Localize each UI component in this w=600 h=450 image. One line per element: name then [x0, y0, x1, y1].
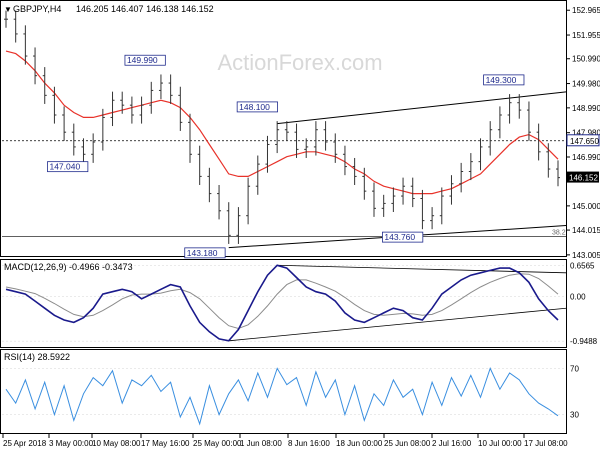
x-tick-label: 3 May 00:00: [49, 439, 94, 448]
x-tick-label: 25 May 00:00: [193, 439, 242, 448]
level-annotation: 149.990: [127, 55, 158, 65]
level-annotation-box: [184, 247, 226, 259]
y-tick-label: 144.015: [572, 226, 600, 235]
y-tick-label: 151.955: [572, 31, 600, 40]
level-annotation: 147.040: [49, 162, 80, 172]
rsi-line: [5, 367, 559, 426]
x-tick-label: 2 Jul 16:00: [432, 439, 472, 448]
level-annotation-box: [483, 74, 525, 86]
rsi-title: RSI(14) 28.5922: [4, 352, 70, 362]
last-price-label: 146.152: [569, 174, 598, 183]
level-annotation-box: [47, 161, 89, 173]
y-tick-label: 152.965: [572, 6, 600, 15]
macd-panel-frame: [0, 259, 567, 348]
macd-title: MACD(12,26,9) -0.4966 -0.3473: [4, 262, 133, 272]
y-tick-label: 148.990: [572, 104, 600, 113]
rsi-layer: [5, 367, 559, 426]
y-tick-label: 146.990: [572, 153, 600, 162]
level-annotation: 143.180: [187, 248, 218, 258]
rsi-y-tick-label: 70: [570, 364, 579, 373]
x-tick-label: 17 Jul 08:00: [524, 439, 568, 448]
x-tick-label: 17 May 16:00: [141, 439, 190, 448]
level-annotation: 143.760: [384, 232, 415, 242]
fib-label: 38.2: [552, 230, 566, 237]
y-tick-label: 149.980: [572, 80, 600, 89]
chart-symbol: GBPJPY,H4: [13, 4, 61, 14]
y-tick-label: 145.000: [572, 202, 600, 211]
level-annotation: 148.100: [239, 102, 270, 112]
macd-y-tick-label: 0.6565: [570, 261, 595, 270]
level-annotation: 149.300: [486, 75, 517, 85]
macd-y-tick-label: -0.9488: [570, 337, 598, 346]
label-layer: 147.650 38.2 149.990 147.040 148.100 143.180 1…: [47, 54, 600, 259]
y-tick-label: 143.005: [572, 251, 600, 260]
chart-ohlc: 146.205 146.407 146.138 146.152: [76, 4, 214, 14]
x-tick-label: 25 Apr 2018: [3, 439, 47, 448]
macd-resistance-line: [277, 264, 567, 274]
macd-signal-line: [5, 273, 559, 330]
x-tick-label: 18 Jun 00:00: [336, 439, 383, 448]
rsi-y-tick-label: 30: [570, 411, 579, 420]
level-annotation-box: [382, 231, 424, 243]
x-tick-label: 1 Jun 08:00: [240, 439, 282, 448]
price-layer: [2, 10, 567, 249]
x-tick-label: 25 Jun 08:00: [384, 439, 431, 448]
macd-layer: [5, 264, 567, 342]
y-tick-label: 147.980: [572, 129, 600, 138]
channel-upper-line: [277, 91, 567, 125]
level-annotation-box: [236, 101, 278, 113]
watermark: ActionForex.com: [217, 50, 382, 75]
macd-support-line: [228, 307, 567, 342]
axis-layer: 152.965 151.955 150.990 149.980 148.990 147.9…: [2, 6, 600, 448]
x-tick-label: 10 May 08:00: [92, 439, 141, 448]
x-tick-label: 8 Jun 16:00: [288, 439, 330, 448]
chart-title-icon: ▼: [4, 5, 12, 14]
price-panel-frame: [0, 0, 567, 257]
last-price-box: [567, 171, 599, 183]
resistance-price-label: 147.650: [570, 137, 599, 146]
resistance-price-box: [566, 134, 600, 147]
rsi-panel-frame: [0, 349, 567, 434]
macd-line: [5, 264, 559, 342]
macd-y-tick-label: 0.00: [570, 292, 586, 301]
x-tick-label: 10 Jul 00:00: [478, 439, 522, 448]
moving-average-line: [5, 50, 559, 195]
level-annotation-box: [124, 54, 166, 66]
y-tick-label: 150.990: [572, 55, 600, 64]
